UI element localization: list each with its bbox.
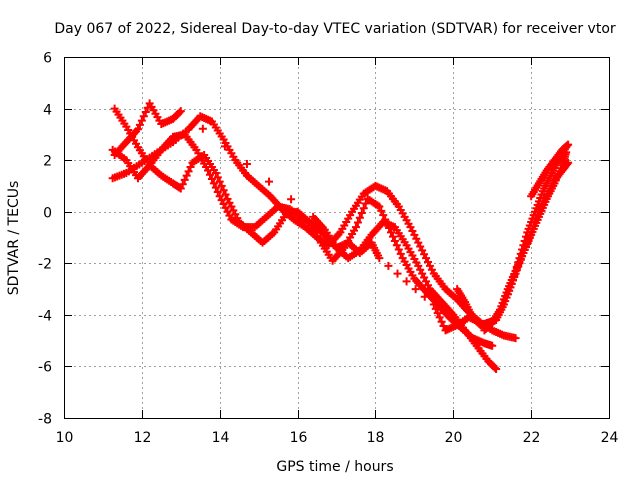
y-tick-label: 0 xyxy=(43,206,52,222)
data-point-interp xyxy=(215,177,224,186)
y-tick-label: 2 xyxy=(43,154,52,170)
data-point xyxy=(375,254,384,263)
data-point-interp xyxy=(207,175,216,184)
data-point-interp xyxy=(353,218,362,227)
data-point-interp xyxy=(178,180,187,189)
data-point-interp xyxy=(377,206,386,215)
data-point xyxy=(176,107,185,116)
data-point-interp xyxy=(186,163,195,172)
y-tick-label: 4 xyxy=(43,103,52,119)
y-tick-label: -8 xyxy=(38,412,52,428)
data-point-interp xyxy=(396,249,405,258)
data-point-interp xyxy=(198,124,207,133)
data-point-interp xyxy=(435,313,444,322)
data-point xyxy=(492,365,501,374)
data-point-interp xyxy=(221,190,230,199)
x-tick-label: 14 xyxy=(212,430,230,446)
series-track-g xyxy=(503,158,573,299)
data-point-interp xyxy=(381,215,390,224)
plot-frame xyxy=(64,57,610,419)
x-tick-label: 18 xyxy=(367,430,385,446)
data-point-interp xyxy=(402,277,411,286)
data-point-interp xyxy=(184,167,193,176)
data-point-interp xyxy=(379,211,388,220)
data-points xyxy=(108,99,573,374)
data-point-interp xyxy=(242,160,251,169)
x-tick-label: 16 xyxy=(290,430,308,446)
data-point-interp xyxy=(357,209,366,218)
data-point-interp xyxy=(394,245,403,254)
data-point-interp xyxy=(390,236,399,245)
data-point xyxy=(564,140,573,149)
data-point-interp xyxy=(393,269,402,278)
y-tick-label: -4 xyxy=(38,309,52,325)
data-point-interp xyxy=(219,186,228,195)
data-point xyxy=(511,334,520,343)
data-point-interp xyxy=(137,116,146,125)
data-point xyxy=(176,184,185,193)
chart-title: Day 067 of 2022, Sidereal Day-to-day VTE… xyxy=(54,21,616,37)
data-point-interp xyxy=(139,112,148,121)
data-point-interp xyxy=(209,179,218,188)
data-point xyxy=(351,223,360,232)
series-track-h xyxy=(527,140,573,201)
series-track-e xyxy=(453,143,571,330)
series-track-b xyxy=(108,130,501,374)
data-point-interp xyxy=(287,195,296,204)
data-point-interp xyxy=(490,363,499,372)
x-tick-label: 10 xyxy=(56,430,74,446)
data-point xyxy=(429,300,438,309)
x-tick-label: 24 xyxy=(601,430,619,446)
data-point-interp xyxy=(383,219,392,228)
x-tick-label: 22 xyxy=(523,430,541,446)
data-point xyxy=(564,158,573,167)
data-point-interp xyxy=(141,108,150,117)
data-point-interp xyxy=(180,175,189,184)
data-point xyxy=(488,341,497,350)
y-tick-label: -6 xyxy=(38,360,52,376)
y-tick-label: -2 xyxy=(38,257,52,273)
data-point xyxy=(133,125,142,134)
data-point-interp xyxy=(384,261,393,270)
data-point-interp xyxy=(211,183,220,192)
data-point-interp xyxy=(437,317,446,326)
data-point-interp xyxy=(213,173,222,182)
data-point xyxy=(387,228,395,237)
data-point-interp xyxy=(175,108,184,117)
x-tick-label: 12 xyxy=(134,430,152,446)
series-track-c xyxy=(110,104,497,350)
axis-ticks xyxy=(64,57,610,419)
x-tick-label: 20 xyxy=(445,430,463,446)
data-point-interp xyxy=(182,171,191,180)
y-tick-label: 6 xyxy=(43,51,52,67)
data-point-interp xyxy=(265,177,274,186)
data-point-interp xyxy=(359,204,368,213)
y-axis-label: SDTVAR / TECUs xyxy=(6,181,22,296)
data-point xyxy=(211,169,220,178)
data-point-interp xyxy=(217,181,226,190)
x-axis-label: GPS time / hours xyxy=(276,459,393,475)
data-point-interp xyxy=(135,120,144,129)
data-point-interp xyxy=(433,309,442,318)
data-point-interp xyxy=(420,292,429,301)
data-point-interp xyxy=(431,304,440,313)
data-point-interp xyxy=(213,187,222,196)
data-point-interp xyxy=(385,224,394,233)
data-point-interp xyxy=(392,241,401,250)
data-point-interp xyxy=(205,170,214,179)
data-point-interp xyxy=(355,213,364,222)
data-point-interp xyxy=(220,142,229,151)
data-point xyxy=(375,202,384,211)
data-point-interp xyxy=(388,232,397,241)
data-point-interp xyxy=(411,285,420,294)
